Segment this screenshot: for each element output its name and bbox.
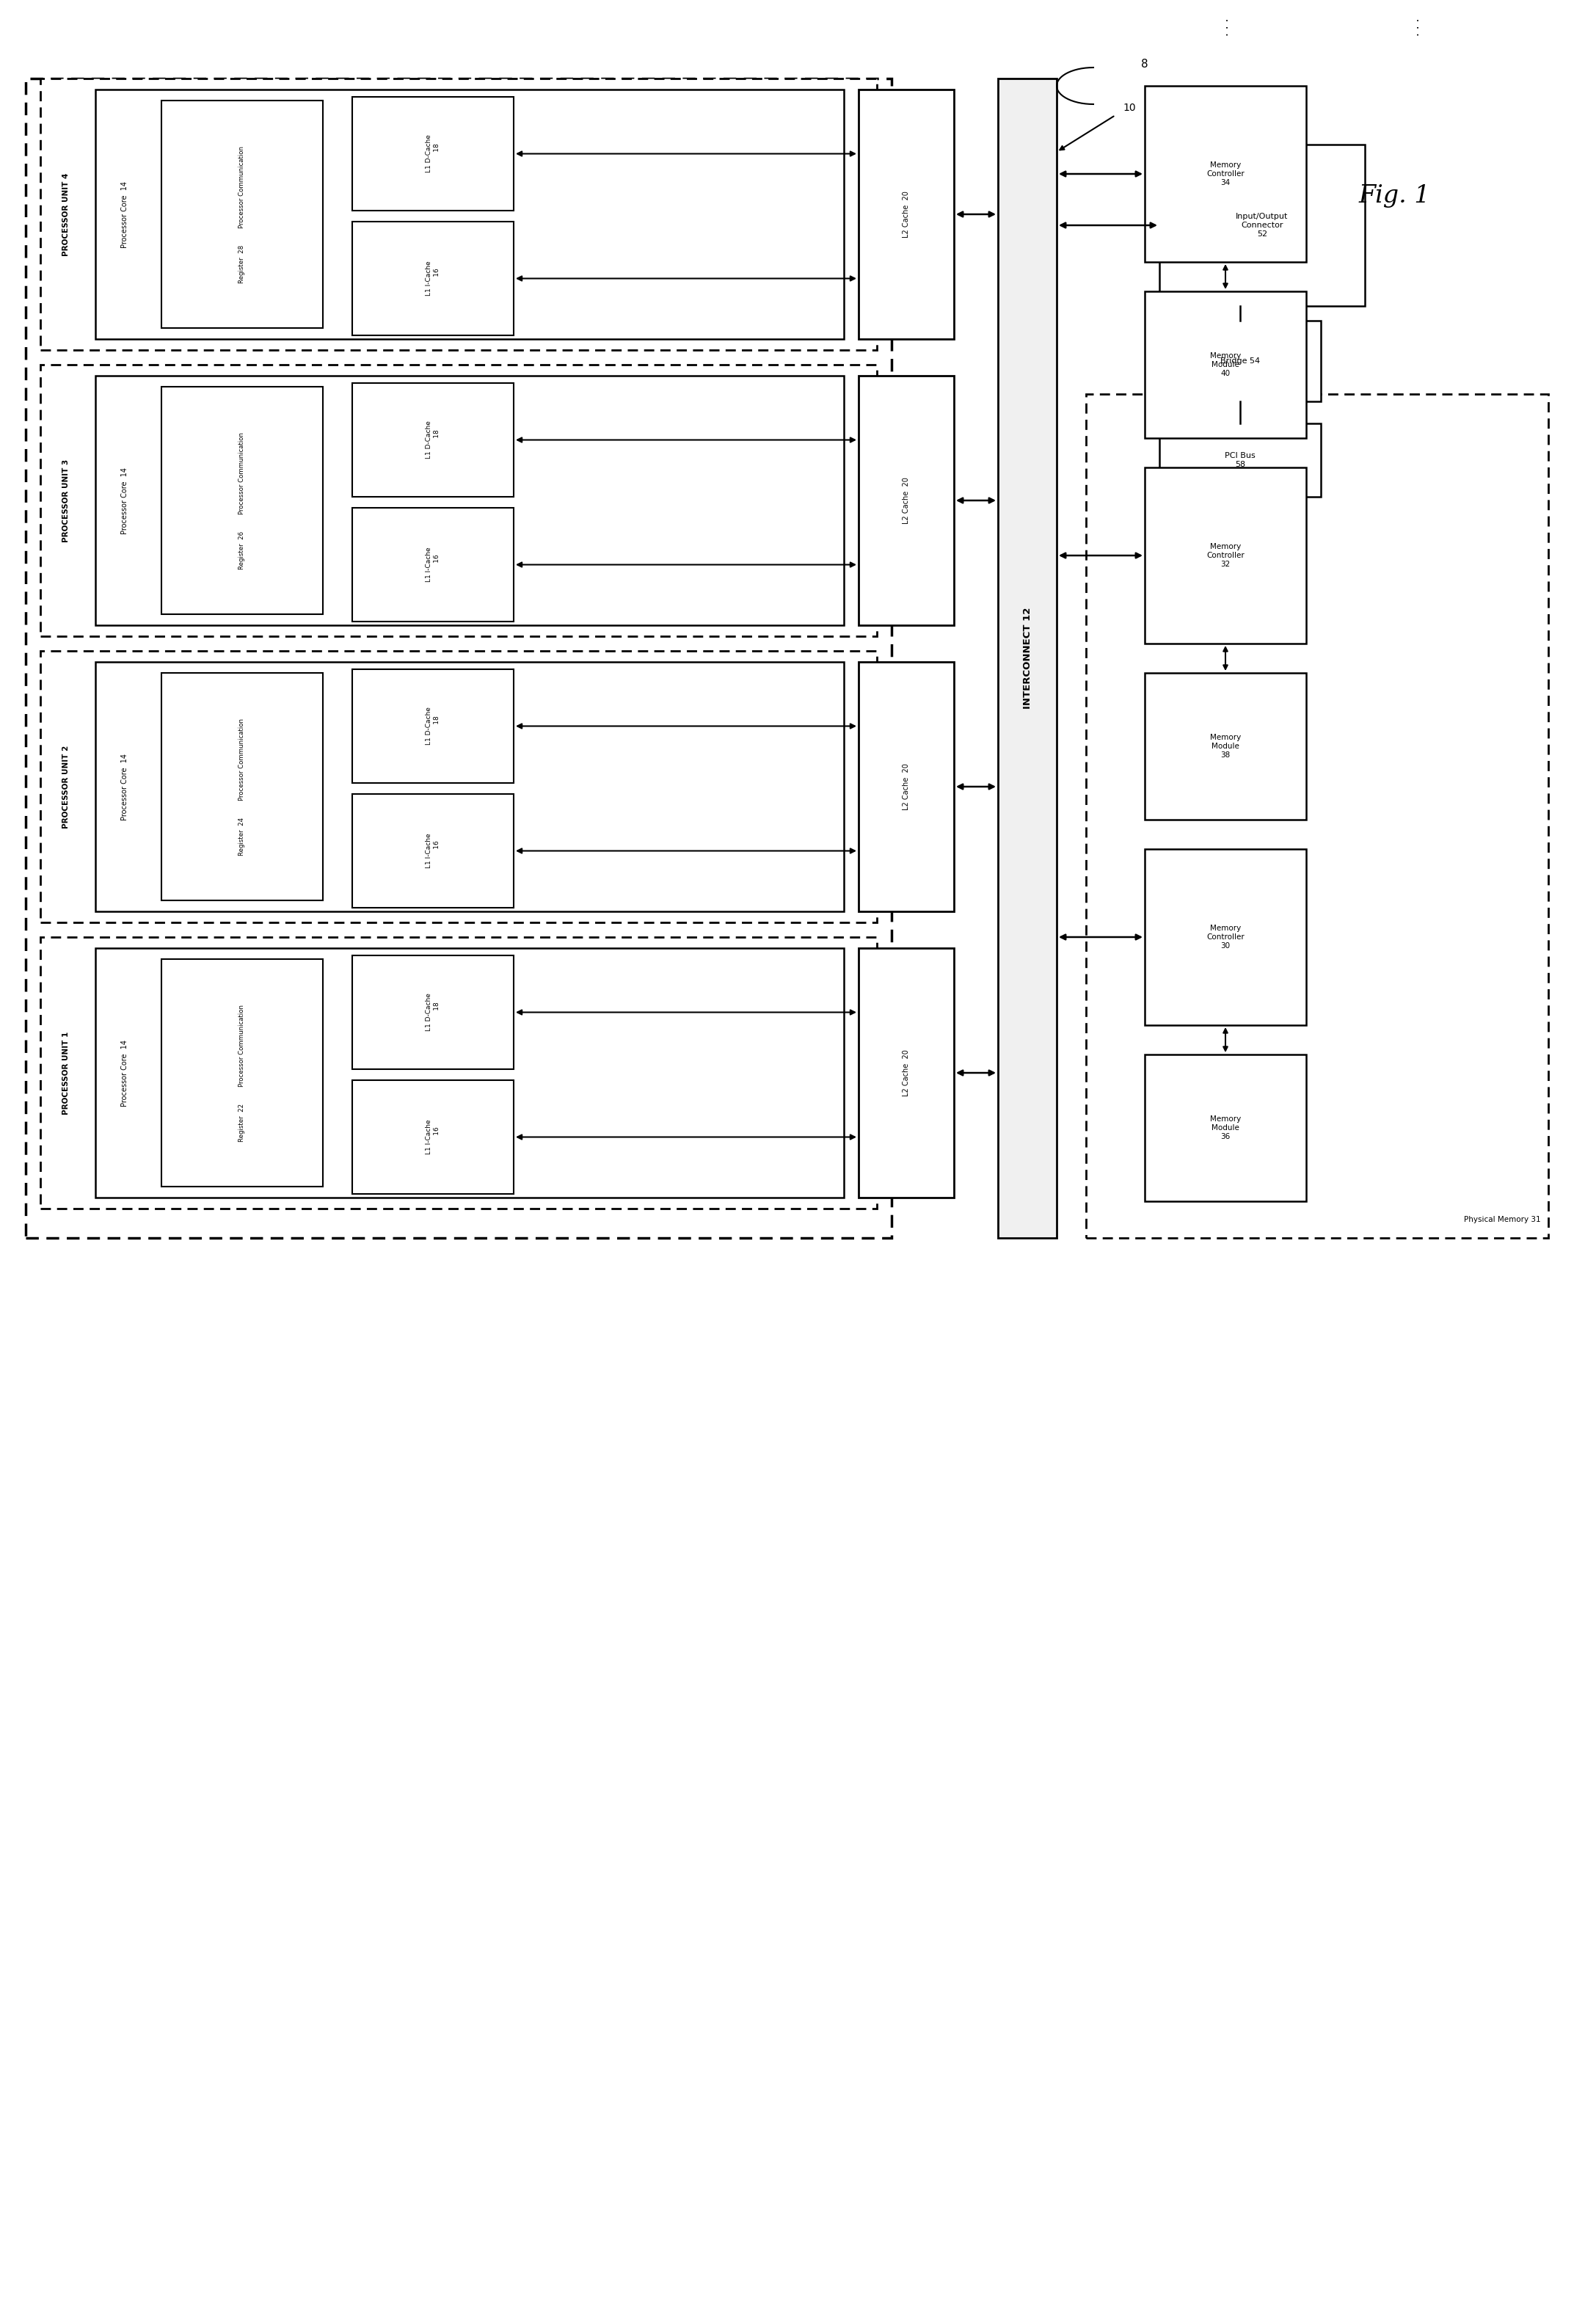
Text: Register  28: Register 28 — [239, 246, 246, 284]
Text: Physical Memory 31: Physical Memory 31 — [1465, 1215, 1541, 1222]
Bar — [859, 662, 954, 911]
Text: Register  24: Register 24 — [239, 818, 246, 855]
Bar — [40, 651, 877, 923]
Text: PROCESSOR UNIT 3: PROCESSOR UNIT 3 — [62, 458, 70, 541]
Text: Processor Communication: Processor Communication — [239, 432, 246, 514]
Text: Memory
Controller
32: Memory Controller 32 — [1206, 544, 1244, 567]
Bar — [162, 100, 323, 328]
Bar — [40, 365, 877, 637]
Text: Memory
Controller
34: Memory Controller 34 — [1206, 163, 1244, 186]
Text: PROCESSOR UNIT 1: PROCESSOR UNIT 1 — [62, 1032, 70, 1116]
Text: Bridge 54: Bridge 54 — [1220, 358, 1260, 365]
Bar — [162, 674, 323, 899]
Text: PROCESSOR UNIT 4: PROCESSOR UNIT 4 — [62, 172, 70, 256]
Text: Input/Output
Connector
52: Input/Output Connector 52 — [1236, 214, 1289, 237]
Bar — [95, 91, 843, 339]
Bar — [95, 948, 843, 1197]
Text: Processor Communication: Processor Communication — [239, 146, 246, 228]
Bar — [1159, 321, 1320, 402]
Bar — [1159, 423, 1320, 497]
Text: L1 I-Cache
      16: L1 I-Cache 16 — [426, 1120, 441, 1155]
Bar — [352, 1081, 514, 1195]
Text: PROCESSOR UNIT 2: PROCESSOR UNIT 2 — [62, 746, 70, 827]
Text: L2 Cache  20: L2 Cache 20 — [902, 762, 910, 811]
Text: L1 D-Cache
      18: L1 D-Cache 18 — [426, 421, 441, 458]
Text: L1 D-Cache
      18: L1 D-Cache 18 — [426, 706, 441, 746]
Text: L1 I-Cache
      16: L1 I-Cache 16 — [426, 260, 441, 295]
Bar — [1144, 467, 1306, 644]
Text: Processor Communication: Processor Communication — [239, 1004, 246, 1088]
Text: . . .: . . . — [1220, 19, 1232, 37]
Bar — [859, 376, 954, 625]
Text: Processor Core  14: Processor Core 14 — [120, 467, 128, 535]
Text: L1 D-Cache
      18: L1 D-Cache 18 — [426, 992, 441, 1032]
Text: Memory
Controller
30: Memory Controller 30 — [1206, 925, 1244, 948]
Bar — [352, 221, 514, 335]
Text: L2 Cache  20: L2 Cache 20 — [902, 1050, 910, 1097]
Text: 10: 10 — [1122, 102, 1135, 114]
Text: Register  22: Register 22 — [239, 1104, 246, 1141]
Bar — [1144, 674, 1306, 820]
Bar — [40, 79, 877, 351]
Bar — [1144, 1055, 1306, 1202]
Text: L2 Cache  20: L2 Cache 20 — [902, 476, 910, 523]
Text: 8: 8 — [1141, 58, 1148, 70]
Bar — [1144, 290, 1306, 439]
Text: Processor Communication: Processor Communication — [239, 718, 246, 799]
Bar — [1086, 395, 1549, 1239]
Text: Processor Core  14: Processor Core 14 — [120, 753, 128, 820]
Text: Fig. 1: Fig. 1 — [1358, 184, 1430, 207]
Text: L1 I-Cache
      16: L1 I-Cache 16 — [426, 546, 441, 581]
Bar — [95, 376, 843, 625]
Bar — [352, 509, 514, 621]
Text: Processor Core  14: Processor Core 14 — [120, 181, 128, 249]
Bar — [1159, 144, 1365, 307]
Text: L1 I-Cache
      16: L1 I-Cache 16 — [426, 834, 441, 869]
Text: . . .: . . . — [1411, 19, 1422, 37]
Bar — [352, 383, 514, 497]
Bar — [352, 98, 514, 211]
Bar — [999, 79, 1057, 1239]
Text: L1 D-Cache
      18: L1 D-Cache 18 — [426, 135, 441, 172]
Bar — [40, 937, 877, 1208]
Bar — [162, 386, 323, 614]
Text: Memory
Module
38: Memory Module 38 — [1209, 734, 1241, 758]
Bar — [1144, 86, 1306, 263]
Text: Memory
Module
36: Memory Module 36 — [1209, 1116, 1241, 1141]
Text: Processor Core  14: Processor Core 14 — [120, 1039, 128, 1106]
Text: L2 Cache  20: L2 Cache 20 — [902, 191, 910, 237]
Bar — [1144, 848, 1306, 1025]
Text: INTERCONNECT 12: INTERCONNECT 12 — [1022, 607, 1032, 709]
Bar — [859, 948, 954, 1197]
Text: PCI Bus
58: PCI Bus 58 — [1225, 453, 1255, 467]
Text: Memory
Module
40: Memory Module 40 — [1209, 353, 1241, 376]
Bar — [859, 91, 954, 339]
Bar — [25, 79, 891, 1239]
Bar — [352, 795, 514, 909]
Bar — [162, 960, 323, 1188]
Bar — [352, 955, 514, 1069]
Text: Register  26: Register 26 — [239, 532, 246, 569]
Bar — [352, 669, 514, 783]
Bar — [95, 662, 843, 911]
